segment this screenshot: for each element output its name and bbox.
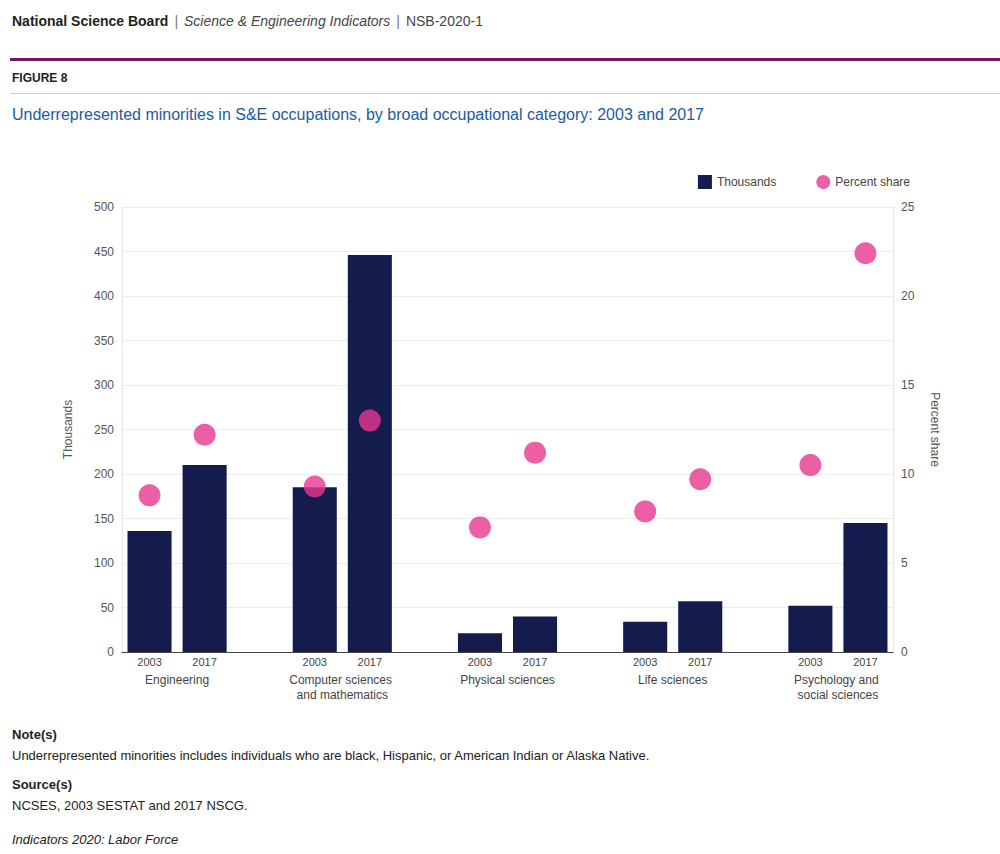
svg-text:2017: 2017 — [192, 656, 216, 668]
svg-text:Thousands: Thousands — [61, 400, 75, 459]
html-text:National Science Board |: National Science Board | — [12, 13, 178, 29]
svg-text:Computer sciences: Computer sciences — [289, 673, 395, 687]
svg-text:Psychology and: Psychology and — [794, 673, 882, 687]
html-text:Indicators 2020: Labor Force: Indicators 2020: Labor Force — [12, 832, 179, 847]
svg-text:social sciences: social sciences — [798, 688, 879, 702]
svg-text:Engineering: Engineering — [145, 673, 209, 687]
svg-text:2003: 2003 — [468, 656, 492, 668]
svg-text:450: 450 — [94, 245, 114, 259]
html-text:Underrepresented minorities in: Underrepresented minorities in S&E occup… — [12, 106, 704, 123]
html-text:FIGURE 8: FIGURE 8 — [12, 71, 68, 85]
svg-text:Life sciences: Life sciences — [638, 673, 707, 687]
svg-text:2017: 2017 — [358, 656, 382, 668]
svg-text:0: 0 — [107, 645, 114, 659]
svg-text:2003: 2003 — [137, 656, 161, 668]
svg-text:20: 20 — [901, 289, 915, 303]
svg-text:2003: 2003 — [633, 656, 657, 668]
svg-text:250: 250 — [94, 423, 114, 437]
svg-text:10: 10 — [901, 467, 915, 481]
svg-text:2017: 2017 — [523, 656, 547, 668]
svg-text:350: 350 — [94, 334, 114, 348]
svg-text:2003: 2003 — [303, 656, 327, 668]
svg-text:Thousands: Thousands — [717, 175, 776, 189]
svg-text:2017: 2017 — [853, 656, 877, 668]
svg-text:2017: 2017 — [688, 656, 712, 668]
svg-text:150: 150 — [94, 512, 114, 526]
svg-text:400: 400 — [94, 289, 114, 303]
html-text:Underrepresented minorities in: Underrepresented minorities includes ind… — [12, 748, 650, 763]
svg-text:15: 15 — [901, 378, 915, 392]
html-text:Source(s): Source(s) — [12, 777, 72, 792]
svg-text:100: 100 — [94, 556, 114, 570]
html-text:Science & Engineering Indicato: Science & Engineering Indicators | NSB-2… — [184, 13, 483, 29]
svg-text:0: 0 — [901, 645, 908, 659]
html-text:NCSES, 2003 SESTAT and 2017 NS: NCSES, 2003 SESTAT and 2017 NSCG. — [12, 798, 248, 813]
svg-text:500: 500 — [94, 200, 114, 214]
svg-text:Physical sciences: Physical sciences — [460, 673, 555, 687]
svg-text:Percent share: Percent share — [835, 175, 910, 189]
svg-text:5: 5 — [901, 556, 908, 570]
svg-text:50: 50 — [101, 601, 115, 615]
svg-text:300: 300 — [94, 378, 114, 392]
svg-text:200: 200 — [94, 467, 114, 481]
svg-text:2003: 2003 — [798, 656, 822, 668]
html-text:Note(s): Note(s) — [12, 727, 57, 742]
svg-text:and mathematics: and mathematics — [297, 688, 388, 702]
svg-text:Percent share: Percent share — [928, 392, 942, 467]
svg-text:25: 25 — [901, 200, 915, 214]
